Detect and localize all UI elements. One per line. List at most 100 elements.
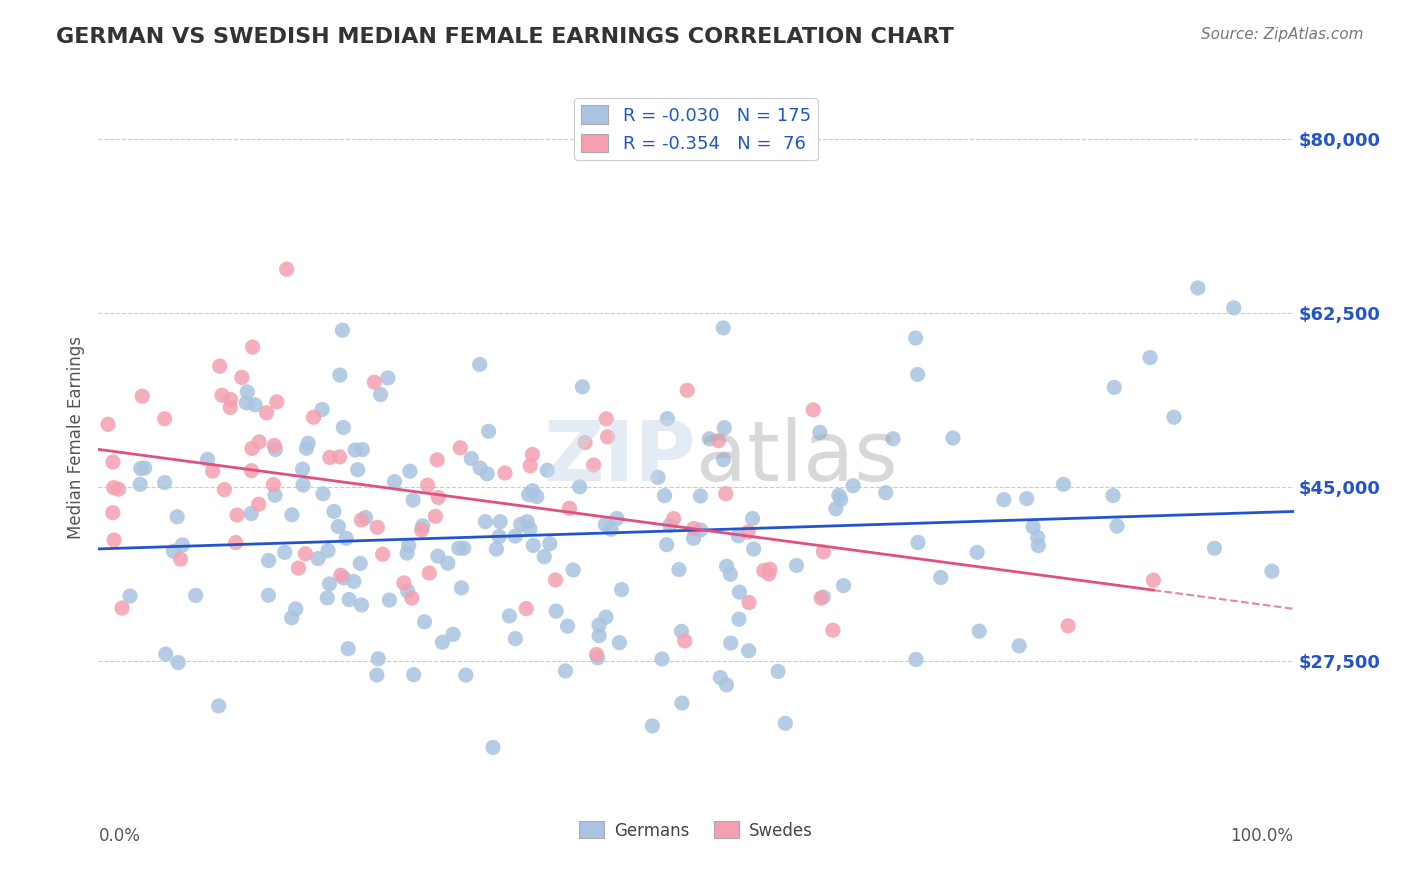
Point (585, 648, 607, 662)
Point (742, 541, 765, 556)
Point (276, 262, 298, 277)
Point (352, 442, 374, 457)
Point (709, 671, 731, 685)
Point (337, 641, 360, 656)
Point (671, 624, 693, 639)
Point (1142, 573, 1164, 587)
Point (716, 559, 738, 574)
Point (713, 452, 735, 467)
Text: atlas: atlas (696, 417, 897, 499)
Point (1163, 410, 1185, 425)
Point (97, 417, 120, 432)
Point (544, 573, 567, 587)
Point (287, 561, 309, 575)
Point (720, 636, 742, 650)
Point (595, 517, 617, 532)
Point (516, 515, 538, 529)
Point (328, 519, 350, 533)
Point (1204, 541, 1226, 556)
Point (226, 508, 249, 522)
Point (418, 566, 440, 580)
Point (689, 489, 711, 503)
Point (1026, 539, 1049, 553)
Point (574, 435, 596, 450)
Point (350, 513, 373, 527)
Point (264, 442, 287, 457)
Point (264, 488, 287, 502)
Point (526, 490, 548, 504)
Point (363, 375, 385, 389)
Point (801, 402, 824, 417)
Point (274, 545, 297, 559)
Point (240, 507, 263, 521)
Point (197, 452, 219, 467)
Point (668, 563, 690, 577)
Point (311, 402, 333, 417)
Point (231, 370, 253, 384)
Point (557, 619, 579, 633)
Point (641, 719, 664, 733)
Point (588, 629, 610, 643)
Point (606, 511, 628, 525)
Point (343, 574, 366, 589)
Point (882, 432, 904, 446)
Point (111, 601, 134, 615)
Point (752, 564, 775, 578)
Point (1104, 380, 1126, 394)
Point (942, 431, 965, 445)
Point (478, 425, 501, 439)
Point (647, 470, 669, 484)
Point (460, 451, 482, 466)
Point (562, 563, 585, 577)
Point (107, 482, 129, 496)
Point (307, 551, 329, 566)
Point (332, 571, 354, 585)
Point (401, 591, 423, 605)
Point (349, 557, 371, 571)
Point (1261, 564, 1284, 578)
Point (651, 652, 673, 666)
Point (129, 477, 152, 491)
Point (384, 475, 406, 489)
Point (266, 394, 288, 409)
Point (346, 463, 368, 477)
Point (907, 535, 929, 549)
Point (453, 541, 475, 556)
Legend: Germans, Swedes: Germans, Swedes (572, 814, 820, 847)
Point (1026, 530, 1049, 544)
Point (759, 562, 782, 576)
Point (454, 668, 477, 682)
Point (172, 538, 194, 552)
Point (517, 488, 540, 502)
Point (101, 506, 124, 520)
Point (786, 558, 808, 573)
Point (335, 532, 357, 546)
Point (240, 464, 263, 478)
Point (398, 539, 420, 553)
Point (294, 547, 316, 561)
Point (323, 504, 346, 518)
Point (257, 553, 280, 567)
Point (332, 323, 354, 337)
Point (720, 567, 742, 582)
Point (235, 395, 257, 409)
Point (810, 591, 832, 606)
Point (262, 477, 284, 491)
Point (291, 462, 314, 476)
Text: Source: ZipAtlas.com: Source: ZipAtlas.com (1201, 27, 1364, 42)
Point (582, 458, 605, 472)
Point (813, 545, 835, 559)
Point (522, 539, 544, 553)
Point (546, 604, 568, 618)
Point (377, 371, 399, 385)
Point (395, 546, 418, 560)
Point (808, 425, 831, 440)
Point (824, 501, 846, 516)
Point (775, 716, 797, 731)
Y-axis label: Median Female Earnings: Median Female Earnings (66, 335, 84, 539)
Point (402, 667, 425, 681)
Point (103, 481, 125, 495)
Point (682, 521, 704, 535)
Point (344, 443, 367, 458)
Point (503, 529, 526, 543)
